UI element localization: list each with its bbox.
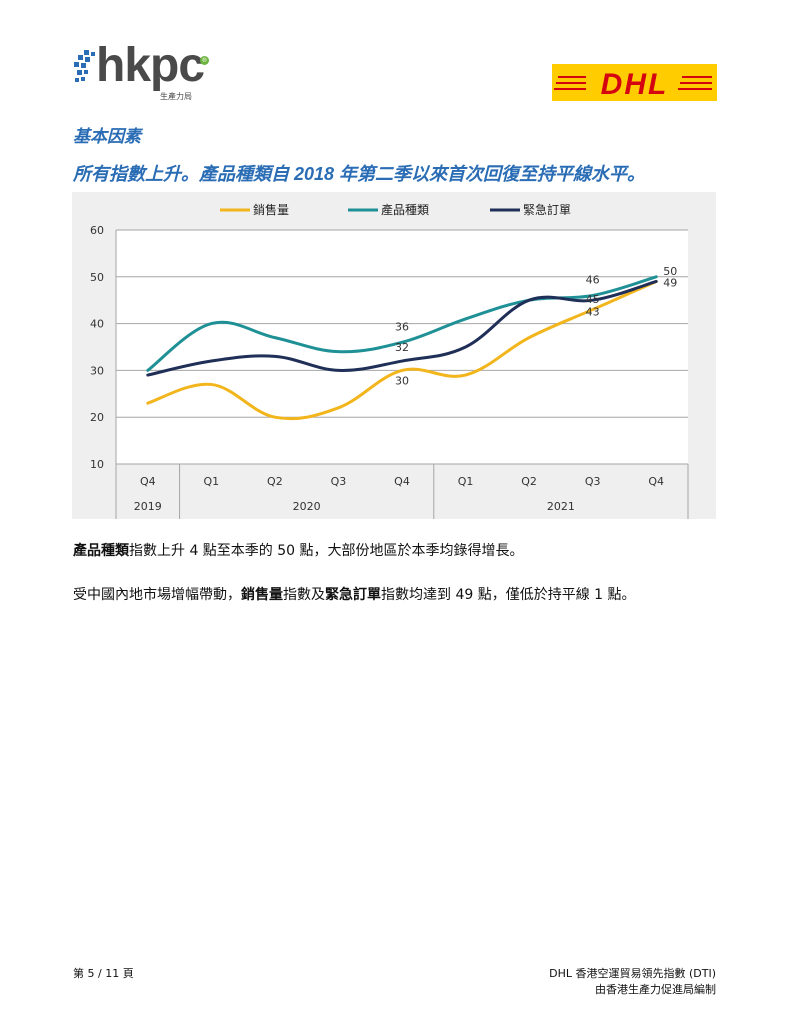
series-line-2 — [146, 279, 658, 377]
x-tick-label-1: Q1 — [203, 475, 219, 488]
data-label-3: 46 — [586, 274, 600, 287]
plot-area — [116, 230, 688, 464]
paragraph-1-segment-4: 指數均達到 49 點，僅低於持平線 1 點。 — [381, 587, 636, 603]
footer-publisher: 由香港生產力促進局編制 — [595, 983, 716, 996]
dhl-speed-lines-icon — [554, 76, 712, 90]
data-label-6: 50 — [663, 265, 677, 278]
year-label-2020: 2020 — [293, 500, 321, 513]
line-chart: 10 20 30 40 50 60 Q4 Q1 Q2 Q3 Q4 Q1 Q2 Q3 Q4 2019 2020 20… — [90, 202, 689, 519]
x-tick-label-0: Q4 — [140, 475, 156, 488]
series-line-1 — [146, 275, 658, 372]
paragraph-0-segment-1: 指數上升 4 點至本季的 50 點，大部份地區於本季均錄得增長。 — [129, 543, 524, 559]
x-tick-label-5: Q1 — [458, 475, 474, 488]
paragraph-0-segment-0: 產品種類 — [73, 543, 129, 559]
data-label-7: 49 — [663, 276, 677, 289]
page-number: 第 5 / 11 頁 — [73, 967, 134, 980]
y-tick-label-60: 60 — [90, 224, 104, 237]
paragraph-product-variety: 產品種類指數上升 4 點至本季的 50 點，大部份地區於本季均錄得增長。 — [73, 540, 524, 560]
year-label-2019: 2019 — [134, 500, 162, 513]
y-tick-label-30: 30 — [90, 364, 104, 377]
headline: 所有指數上升。產品種類自 2018 年第二季以來首次回復至持平線水平。 — [73, 164, 646, 184]
data-label-0: 36 — [395, 320, 409, 333]
dhl-logo: DHL — [552, 64, 717, 101]
x-tick-label-3: Q3 — [331, 475, 347, 488]
data-label-5: 43 — [586, 306, 600, 319]
registered-mark-icon: ® — [200, 56, 209, 65]
paragraph-1-segment-1: 銷售量 — [241, 587, 283, 603]
legend-label-0: 銷售量 — [253, 202, 289, 217]
hkpc-dots-icon — [74, 50, 95, 82]
paragraph-sales-orders: 受中國內地市場增幅帶動，銷售量指數及緊急訂單指數均達到 49 點，僅低於持平線 … — [73, 584, 636, 604]
x-tick-label-8: Q4 — [648, 475, 664, 488]
series-line-0 — [146, 279, 658, 421]
data-label-2: 30 — [395, 374, 409, 387]
hkpc-logo: hkpc ® 生產力局 — [72, 39, 212, 106]
x-tick-label-4: Q4 — [394, 475, 410, 488]
paragraph-1-segment-2: 指數及 — [283, 587, 325, 603]
y-tick-label-40: 40 — [90, 318, 104, 331]
legend-label-2: 緊急訂單 — [523, 202, 571, 217]
hkpc-wordmark: hkpc — [96, 39, 205, 92]
x-tick-label-2: Q2 — [267, 475, 283, 488]
data-label-4: 45 — [586, 293, 600, 306]
paragraph-1-segment-3: 緊急訂單 — [325, 587, 381, 603]
year-label-2021: 2021 — [547, 500, 575, 513]
data-label-1: 32 — [395, 341, 409, 354]
section-title: 基本因素 — [73, 127, 141, 146]
x-tick-label-7: Q3 — [585, 475, 601, 488]
dhl-wordmark: DHL — [600, 68, 669, 101]
footer-title: DHL 香港空運貿易領先指數 (DTI) — [549, 967, 716, 980]
y-tick-label-50: 50 — [90, 271, 104, 284]
y-tick-label-20: 20 — [90, 411, 104, 424]
chart-container: 10 20 30 40 50 60 Q4 Q1 Q2 Q3 Q4 Q1 Q2 Q3 Q4 2019 2020 20… — [72, 192, 716, 519]
legend-label-1: 產品種類 — [381, 202, 429, 217]
paragraph-1-segment-0: 受中國內地市場增幅帶動， — [73, 587, 241, 603]
y-tick-label-10: 10 — [90, 458, 104, 471]
hkpc-subtitle: 生產力局 — [160, 92, 192, 101]
x-tick-label-6: Q2 — [521, 475, 537, 488]
